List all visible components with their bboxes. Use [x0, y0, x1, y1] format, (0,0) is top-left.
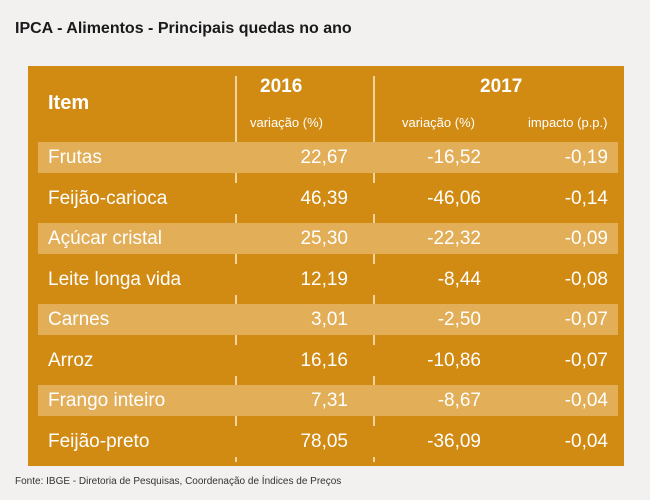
source-note: Fonte: IBGE - Diretoria de Pesquisas, Co… [15, 476, 342, 487]
table-row: Frutas 22,67 -16,52 -0,19 [38, 142, 618, 173]
table-row: Arroz 16,16 -10,86 -0,07 [38, 344, 618, 376]
cell-impacto-2017: -0,08 [564, 268, 608, 290]
table-row: Feijão-carioca 46,39 -46,06 -0,14 [38, 182, 618, 214]
cell-impacto-2017: -0,04 [564, 430, 608, 452]
data-table: Item 2016 2017 variação (%) variação (%)… [28, 66, 624, 466]
cell-item: Frango inteiro [48, 390, 166, 411]
cell-item: Leite longa vida [48, 268, 182, 290]
cell-item: Arroz [48, 349, 94, 371]
cell-variacao-2016: 12,19 [300, 268, 348, 290]
cell-variacao-2017: -16,52 [427, 147, 481, 168]
cell-variacao-2017: -8,67 [437, 390, 481, 411]
cell-variacao-2017: -46,06 [427, 187, 481, 209]
cell-variacao-2017: -36,09 [427, 430, 481, 452]
cell-impacto-2017: -0,14 [564, 187, 608, 209]
cell-item: Frutas [48, 147, 102, 168]
cell-variacao-2016: 22,67 [300, 147, 348, 168]
table-row: Leite longa vida 12,19 -8,44 -0,08 [38, 263, 618, 295]
page-title: IPCA - Alimentos - Principais quedas no … [15, 20, 352, 37]
cell-variacao-2016: 46,39 [300, 187, 348, 209]
table-body: Frutas 22,67 -16,52 -0,19 Feijão-carioca… [38, 142, 618, 466]
cell-impacto-2017: -0,19 [564, 147, 608, 168]
cell-variacao-2017: -2,50 [437, 309, 481, 330]
cell-impacto-2017: -0,07 [564, 349, 608, 371]
header-variacao-2017: variação (%) [402, 115, 475, 130]
cell-impacto-2017: -0,09 [564, 228, 608, 249]
cell-impacto-2017: -0,07 [564, 309, 608, 330]
cell-item: Carnes [48, 309, 110, 330]
table-row: Frango inteiro 7,31 -8,67 -0,04 [38, 385, 618, 416]
header-impacto-2017: impacto (p.p.) [528, 115, 608, 130]
cell-item: Açúcar cristal [48, 228, 163, 249]
table-row: Carnes 3,01 -2,50 -0,07 [38, 304, 618, 335]
header-year-2017: 2017 [480, 76, 523, 97]
cell-variacao-2016: 7,31 [311, 390, 348, 411]
cell-item: Feijão-carioca [48, 187, 168, 209]
cell-variacao-2017: -10,86 [427, 349, 481, 371]
cell-variacao-2016: 3,01 [311, 309, 348, 330]
header-year-2016: 2016 [260, 76, 303, 97]
table-row: Açúcar cristal 25,30 -22,32 -0,09 [38, 223, 618, 254]
cell-variacao-2017: -22,32 [427, 228, 481, 249]
header-item: Item [48, 92, 90, 114]
cell-item: Feijão-preto [48, 430, 150, 452]
header-variacao-2016: variação (%) [250, 115, 323, 130]
cell-variacao-2016: 78,05 [300, 430, 348, 452]
cell-variacao-2017: -8,44 [437, 268, 481, 290]
table-row: Feijão-preto 78,05 -36,09 -0,04 [38, 425, 618, 457]
cell-variacao-2016: 16,16 [300, 349, 348, 371]
cell-variacao-2016: 25,30 [300, 228, 348, 249]
cell-impacto-2017: -0,04 [564, 390, 608, 411]
